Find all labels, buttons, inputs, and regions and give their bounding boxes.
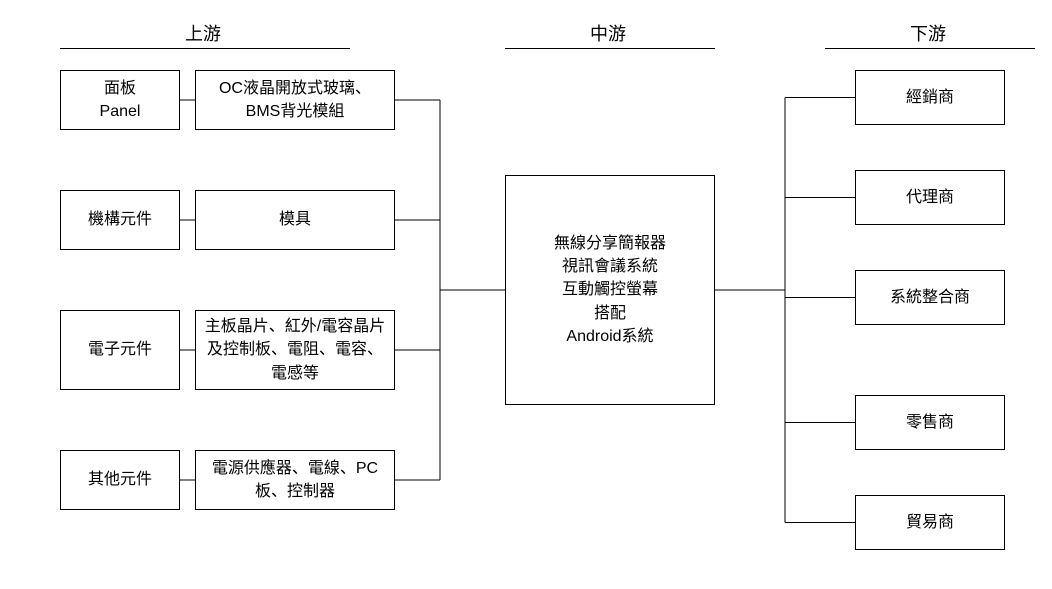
node-mid-label: 無線分享簡報器 視訊會議系統 互動觸控螢幕 搭配 Android系統 [554,232,666,348]
node-elec-label: 電子元件 [88,338,152,361]
node-d3: 系統整合商 [855,270,1005,325]
node-d2: 代理商 [855,170,1005,225]
node-mid: 無線分享簡報器 視訊會議系統 互動觸控螢幕 搭配 Android系統 [505,175,715,405]
underline-downstream [825,48,1035,49]
header-midstream-label: 中游 [590,24,626,44]
header-upstream: 上游 [185,20,221,46]
node-d5-label: 貿易商 [906,511,954,534]
node-mech-sub: 模具 [195,190,395,250]
node-other-label: 其他元件 [88,468,152,491]
node-other-sub-label: 電源供應器、電線、PC板、控制器 [204,457,386,503]
node-mech-sub-label: 模具 [279,208,311,231]
node-d5: 貿易商 [855,495,1005,550]
node-elec-sub: 主板晶片、紅外/電容晶片及控制板、電阻、電容、電感等 [195,310,395,390]
node-mech-label: 機構元件 [88,208,152,231]
node-mech: 機構元件 [60,190,180,250]
node-elec: 電子元件 [60,310,180,390]
node-d4: 零售商 [855,395,1005,450]
node-other-sub: 電源供應器、電線、PC板、控制器 [195,450,395,510]
header-downstream: 下游 [910,20,946,46]
header-midstream: 中游 [590,20,626,46]
node-d1: 經銷商 [855,70,1005,125]
header-downstream-label: 下游 [910,24,946,44]
node-other: 其他元件 [60,450,180,510]
node-d1-label: 經銷商 [906,86,954,109]
underline-midstream [505,48,715,49]
node-panel: 面板 Panel [60,70,180,130]
underline-upstream [60,48,350,49]
node-panel-label: 面板 Panel [100,77,141,123]
header-upstream-label: 上游 [185,24,221,44]
node-panel-sub-label: OC液晶開放式玻璃、BMS背光模組 [204,77,386,123]
node-d2-label: 代理商 [906,186,954,209]
node-d3-label: 系統整合商 [890,286,970,309]
node-panel-sub: OC液晶開放式玻璃、BMS背光模組 [195,70,395,130]
node-elec-sub-label: 主板晶片、紅外/電容晶片及控制板、電阻、電容、電感等 [204,315,386,385]
node-d4-label: 零售商 [906,411,954,434]
